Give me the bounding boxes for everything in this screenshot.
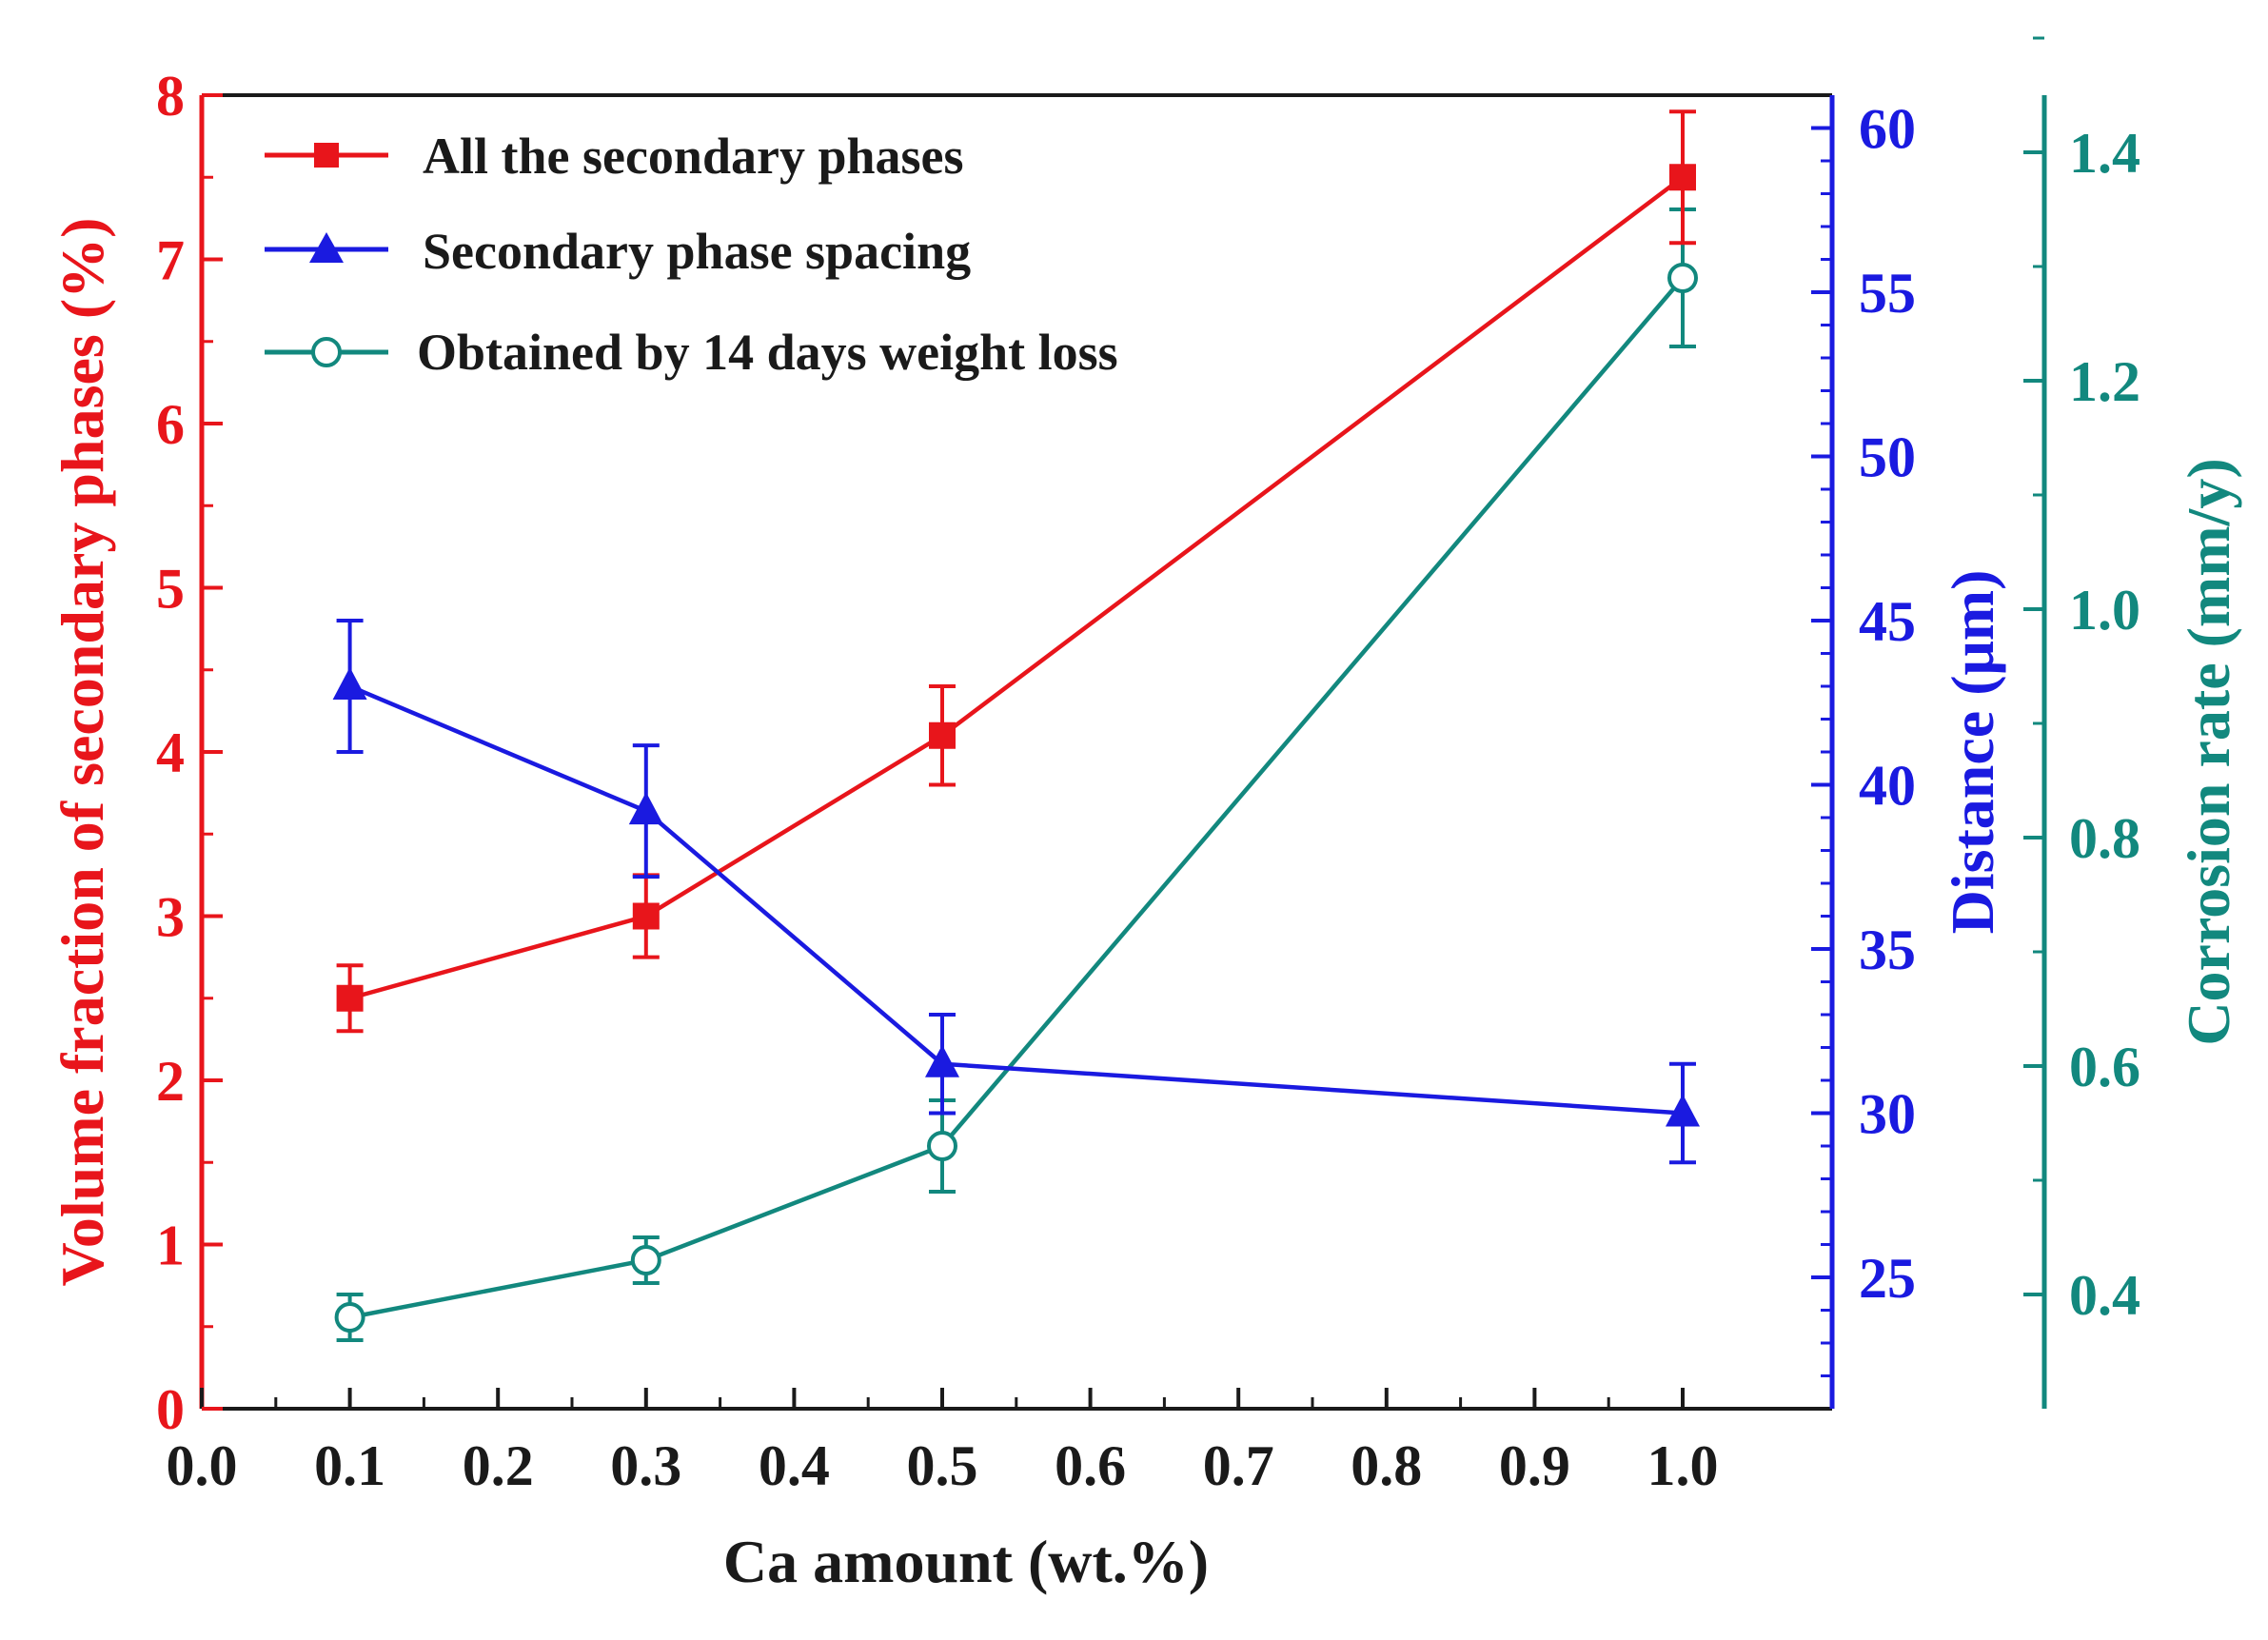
x-tick-label: 0.3 — [610, 1434, 681, 1497]
data-point-circle — [334, 1302, 365, 1333]
series-line — [348, 683, 1684, 1116]
data-point-square — [1669, 164, 1696, 191]
distance-tick-label: 40 — [1859, 755, 1916, 818]
left-tick-label: 2 — [156, 1050, 185, 1113]
distance-tick-label: 55 — [1859, 262, 1916, 325]
left-ticks: 0 1 2 3 4 5 6 7 8 — [156, 65, 223, 1441]
corrosion-tick-label: 0.8 — [2069, 807, 2140, 870]
corrosion-axis-title: Corrosion rate (mm/y) — [2175, 458, 2242, 1045]
series-obtained-by-14-days-weight-loss — [334, 207, 1698, 1342]
distance-tick-label: 50 — [1859, 426, 1916, 489]
left-tick-label: 4 — [156, 721, 185, 784]
corrosion-tick-label: 1.0 — [2069, 579, 2140, 642]
legend: All the secondary phases Secondary phase… — [265, 128, 1118, 381]
series-layer — [332, 109, 1700, 1342]
data-point-circle — [1667, 263, 1698, 293]
x-tick-label: 0.1 — [314, 1434, 385, 1497]
left-tick-label: 8 — [156, 65, 185, 128]
corrosion-ticks: 0.4 0.6 0.8 1.0 1.2 1.4 — [2023, 36, 2140, 1327]
corrosion-tick-label: 0.6 — [2069, 1036, 2140, 1098]
x-tick-label: 0.4 — [759, 1434, 830, 1497]
legend-label-secondary-phases: All the secondary phases — [423, 128, 964, 185]
distance-tick-label: 30 — [1859, 1083, 1916, 1146]
data-point-square — [929, 721, 956, 749]
data-point-triangle — [925, 1044, 959, 1077]
left-tick-label: 1 — [156, 1215, 185, 1277]
distance-tick-label: 35 — [1859, 919, 1916, 981]
legend-label-weight-loss: Obtained by 14 days weight loss — [417, 324, 1118, 381]
x-tick-label: 0.9 — [1499, 1434, 1570, 1497]
x-tick-label: 1.0 — [1647, 1434, 1719, 1497]
corrosion-tick-label: 0.4 — [2069, 1264, 2140, 1327]
series-secondary-phase-spacing — [332, 619, 1700, 1165]
left-tick-label: 0 — [156, 1378, 185, 1441]
corrosion-tick-label: 1.4 — [2069, 122, 2140, 185]
distance-ticks: 25 30 35 40 45 50 55 60 — [1811, 98, 1916, 1377]
plot-frame — [199, 93, 2047, 1411]
data-point-square — [632, 902, 660, 930]
distance-axis-title: Distance (μm) — [1939, 570, 2006, 935]
data-point-circle — [927, 1131, 957, 1161]
left-axis-title: Volume fraction of secondary phases (%) — [49, 218, 116, 1287]
data-point-square — [336, 984, 364, 1012]
legend-label-phase-spacing: Secondary phase spacing — [423, 223, 971, 280]
series-line — [348, 175, 1685, 1000]
x-axis-title: Ca amount (wt.%) — [723, 1528, 1209, 1595]
data-point-triangle — [1666, 1094, 1700, 1127]
legend-item-phase-spacing: Secondary phase spacing — [265, 223, 971, 280]
x-ticks: 0.0 0.1 0.2 0.3 0.4 0.5 0.6 0.7 0.8 0.9 1.0 — [167, 1388, 1719, 1497]
x-tick-label: 0.0 — [167, 1434, 238, 1497]
data-point-triangle — [628, 792, 663, 825]
left-tick-label: 6 — [156, 393, 185, 456]
x-tick-label: 0.7 — [1203, 1434, 1274, 1497]
distance-tick-label: 45 — [1859, 590, 1916, 653]
series-all-the-secondary-phases — [336, 109, 1696, 1034]
legend-triangle-marker — [309, 232, 344, 263]
left-tick-label: 3 — [156, 886, 185, 949]
x-tick-label: 0.2 — [463, 1434, 534, 1497]
legend-circle-marker — [311, 337, 342, 367]
x-tick-label: 0.6 — [1055, 1434, 1126, 1497]
legend-square-marker — [314, 143, 339, 168]
legend-item-secondary-phases: All the secondary phases — [265, 128, 964, 185]
x-tick-label: 0.5 — [907, 1434, 978, 1497]
corrosion-tick-label: 1.2 — [2069, 350, 2140, 413]
distance-tick-label: 25 — [1859, 1247, 1916, 1310]
left-tick-label: 7 — [156, 229, 185, 292]
data-point-triangle — [332, 667, 367, 700]
distance-tick-label: 60 — [1859, 98, 1916, 161]
x-tick-label: 0.8 — [1351, 1434, 1422, 1497]
left-tick-label: 5 — [156, 558, 185, 621]
legend-item-weight-loss: Obtained by 14 days weight loss — [265, 324, 1118, 381]
data-point-circle — [630, 1245, 661, 1275]
series-line — [349, 276, 1685, 1320]
